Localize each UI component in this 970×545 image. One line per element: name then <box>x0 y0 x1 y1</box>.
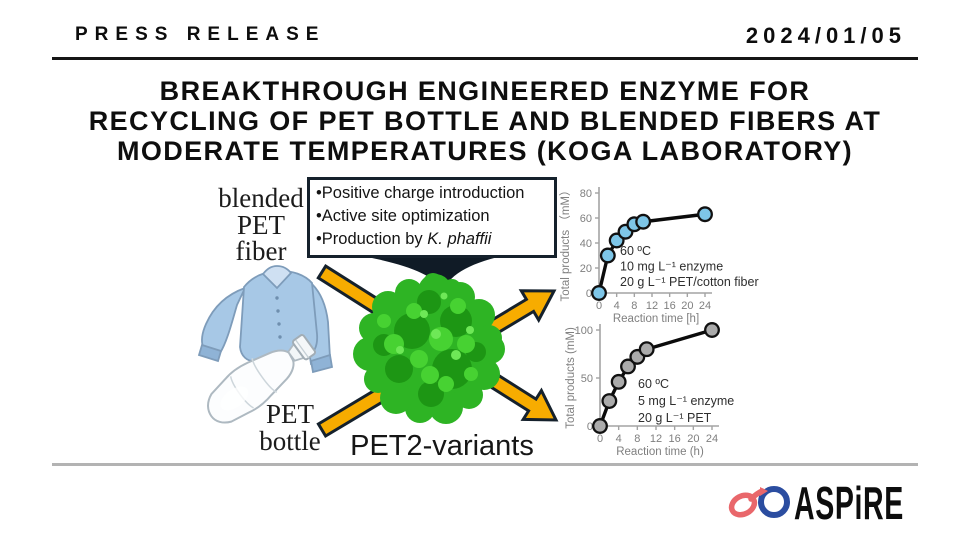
enzyme-structure <box>353 273 505 424</box>
svg-text:0: 0 <box>587 421 593 433</box>
press-release-label: PRESS RELEASE <box>75 24 326 45</box>
pet2-variants-label: PET2-variants <box>350 430 534 462</box>
aspire-logo-text: ASPiRE <box>794 477 904 529</box>
svg-text:12: 12 <box>646 300 658 312</box>
svg-text:20: 20 <box>681 300 693 312</box>
svg-text:60 ºC: 60 ºC <box>620 244 651 258</box>
svg-text:80: 80 <box>580 188 592 200</box>
aspire-logo-icon <box>728 486 790 518</box>
footer-divider <box>52 463 918 466</box>
svg-text:Reaction time (h): Reaction time (h) <box>616 446 704 458</box>
pet-bottle-label: PET bottle <box>259 399 321 456</box>
svg-text:0: 0 <box>596 300 602 312</box>
svg-text:0: 0 <box>586 288 592 300</box>
blended-pet-fiber-label: blended PET fiber <box>218 183 304 266</box>
svg-text:60 ºC: 60 ºC <box>638 377 669 391</box>
engineering-callout-box: •Positive charge introduction •Active sit… <box>307 177 557 258</box>
svg-text:40: 40 <box>580 238 592 250</box>
svg-text:16: 16 <box>669 433 681 445</box>
svg-text:5 mg L⁻¹ enzyme: 5 mg L⁻¹ enzyme <box>638 394 734 408</box>
svg-text:Total products （mM）: Total products （mM） <box>559 185 572 302</box>
svg-text:10 mg L⁻¹ enzyme: 10 mg L⁻¹ enzyme <box>620 260 723 274</box>
svg-text:12: 12 <box>650 433 662 445</box>
svg-text:20: 20 <box>687 433 699 445</box>
svg-text:0: 0 <box>597 433 603 445</box>
aspire-logo: ASPiRE <box>728 477 970 529</box>
svg-text:100: 100 <box>575 325 593 337</box>
svg-text:4: 4 <box>616 433 622 445</box>
svg-text:8: 8 <box>631 300 637 312</box>
svg-text:60: 60 <box>580 213 592 225</box>
svg-text:20 g L⁻¹ PET: 20 g L⁻¹ PET <box>638 411 712 425</box>
bullet-list: •Positive charge introduction •Active sit… <box>316 182 551 251</box>
svg-text:4: 4 <box>614 300 620 312</box>
bullet-item: •Production by K. phaffii <box>316 230 492 248</box>
bullet-item: •Active site optimization <box>316 207 490 225</box>
svg-text:16: 16 <box>664 300 676 312</box>
svg-text:20 g L⁻¹ PET/cotton fiber: 20 g L⁻¹ PET/cotton fiber <box>620 275 759 289</box>
header-divider <box>52 57 918 60</box>
release-date: 2024/01/05 <box>745 23 906 48</box>
bottle-illustration <box>207 334 317 424</box>
svg-text:8: 8 <box>634 433 640 445</box>
svg-text:50: 50 <box>581 373 593 385</box>
page-title: BREAKTHROUGH ENGINEERED ENZYME FOR RECYCL… <box>88 76 882 166</box>
svg-text:24: 24 <box>699 300 711 312</box>
bullet-item: •Positive charge introduction <box>316 184 525 202</box>
svg-text:Reaction time [h]: Reaction time [h] <box>613 313 699 325</box>
svg-text:24: 24 <box>706 433 718 445</box>
svg-text:20: 20 <box>580 263 592 275</box>
callout-funnel <box>334 251 528 291</box>
svg-text:Total products (mM): Total products (mM) <box>565 327 577 429</box>
